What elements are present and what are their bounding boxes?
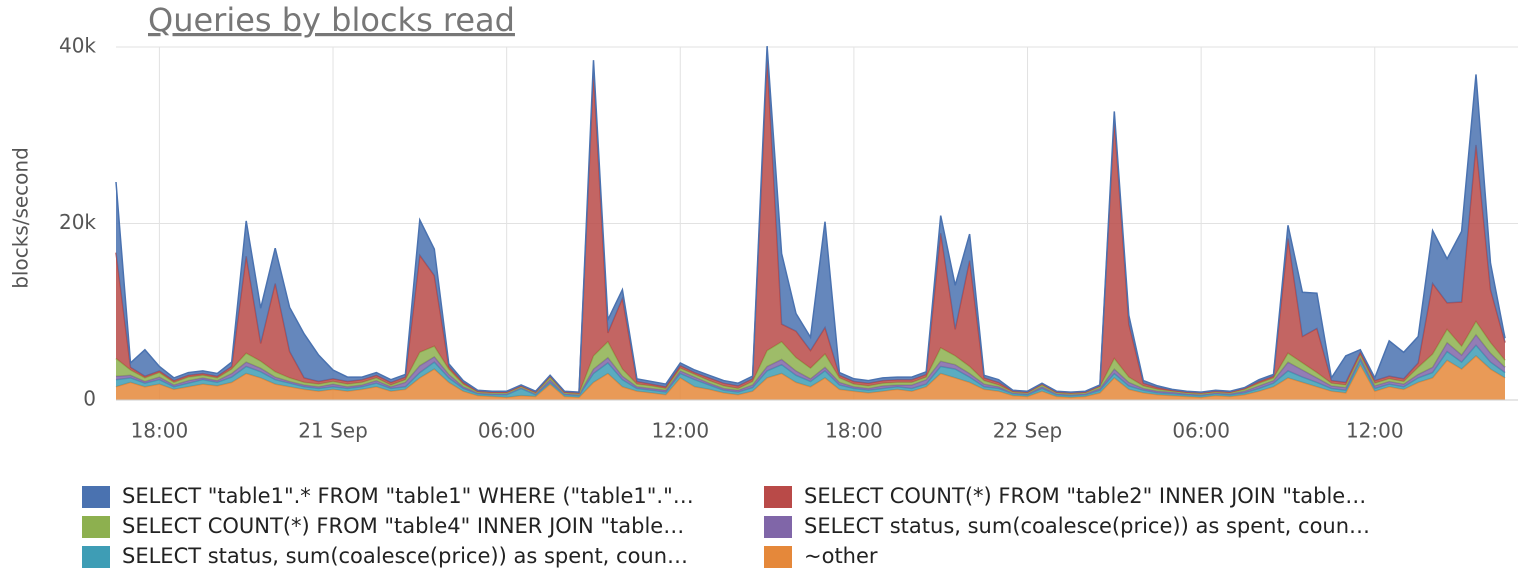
y-axis-label: blocks/second [9, 147, 33, 289]
legend-swatch [764, 486, 792, 508]
x-tick-label: 18:00 [131, 419, 189, 443]
x-tick-label: 22 Sep [993, 419, 1063, 443]
x-tick-label: 21 Sep [298, 419, 368, 443]
legend-swatch [82, 516, 110, 538]
legend-label: SELECT COUNT(*) FROM "table4" INNER JOIN… [122, 514, 684, 538]
x-tick-label: 12:00 [1346, 419, 1404, 443]
area [116, 355, 1505, 400]
x-tick-label: 06:00 [1172, 419, 1230, 443]
legend-swatch [764, 516, 792, 538]
x-tick-label: 06:00 [478, 419, 536, 443]
legend-swatch [764, 546, 792, 568]
legend-swatch [82, 546, 110, 568]
chart-title: Queries by blocks read [148, 1, 515, 39]
area-line [115, 46, 1506, 393]
legend-swatch [82, 486, 110, 508]
legend-label: ~other [804, 544, 878, 568]
x-tick-label: 12:00 [651, 419, 709, 443]
legend-label: SELECT COUNT(*) FROM "table2" INNER JOIN… [804, 484, 1366, 508]
legend-label: SELECT status, sum(coalesce(price)) as s… [804, 514, 1370, 538]
legend-label: SELECT status, sum(coalesce(price)) as s… [122, 544, 688, 568]
y-tick-label: 40k [59, 34, 96, 58]
y-tick-label: 0 [83, 387, 96, 411]
x-tick-label: 18:00 [825, 419, 883, 443]
legend-label: SELECT "table1".* FROM "table1" WHERE ("… [122, 484, 694, 508]
y-tick-label: 20k [59, 210, 96, 234]
